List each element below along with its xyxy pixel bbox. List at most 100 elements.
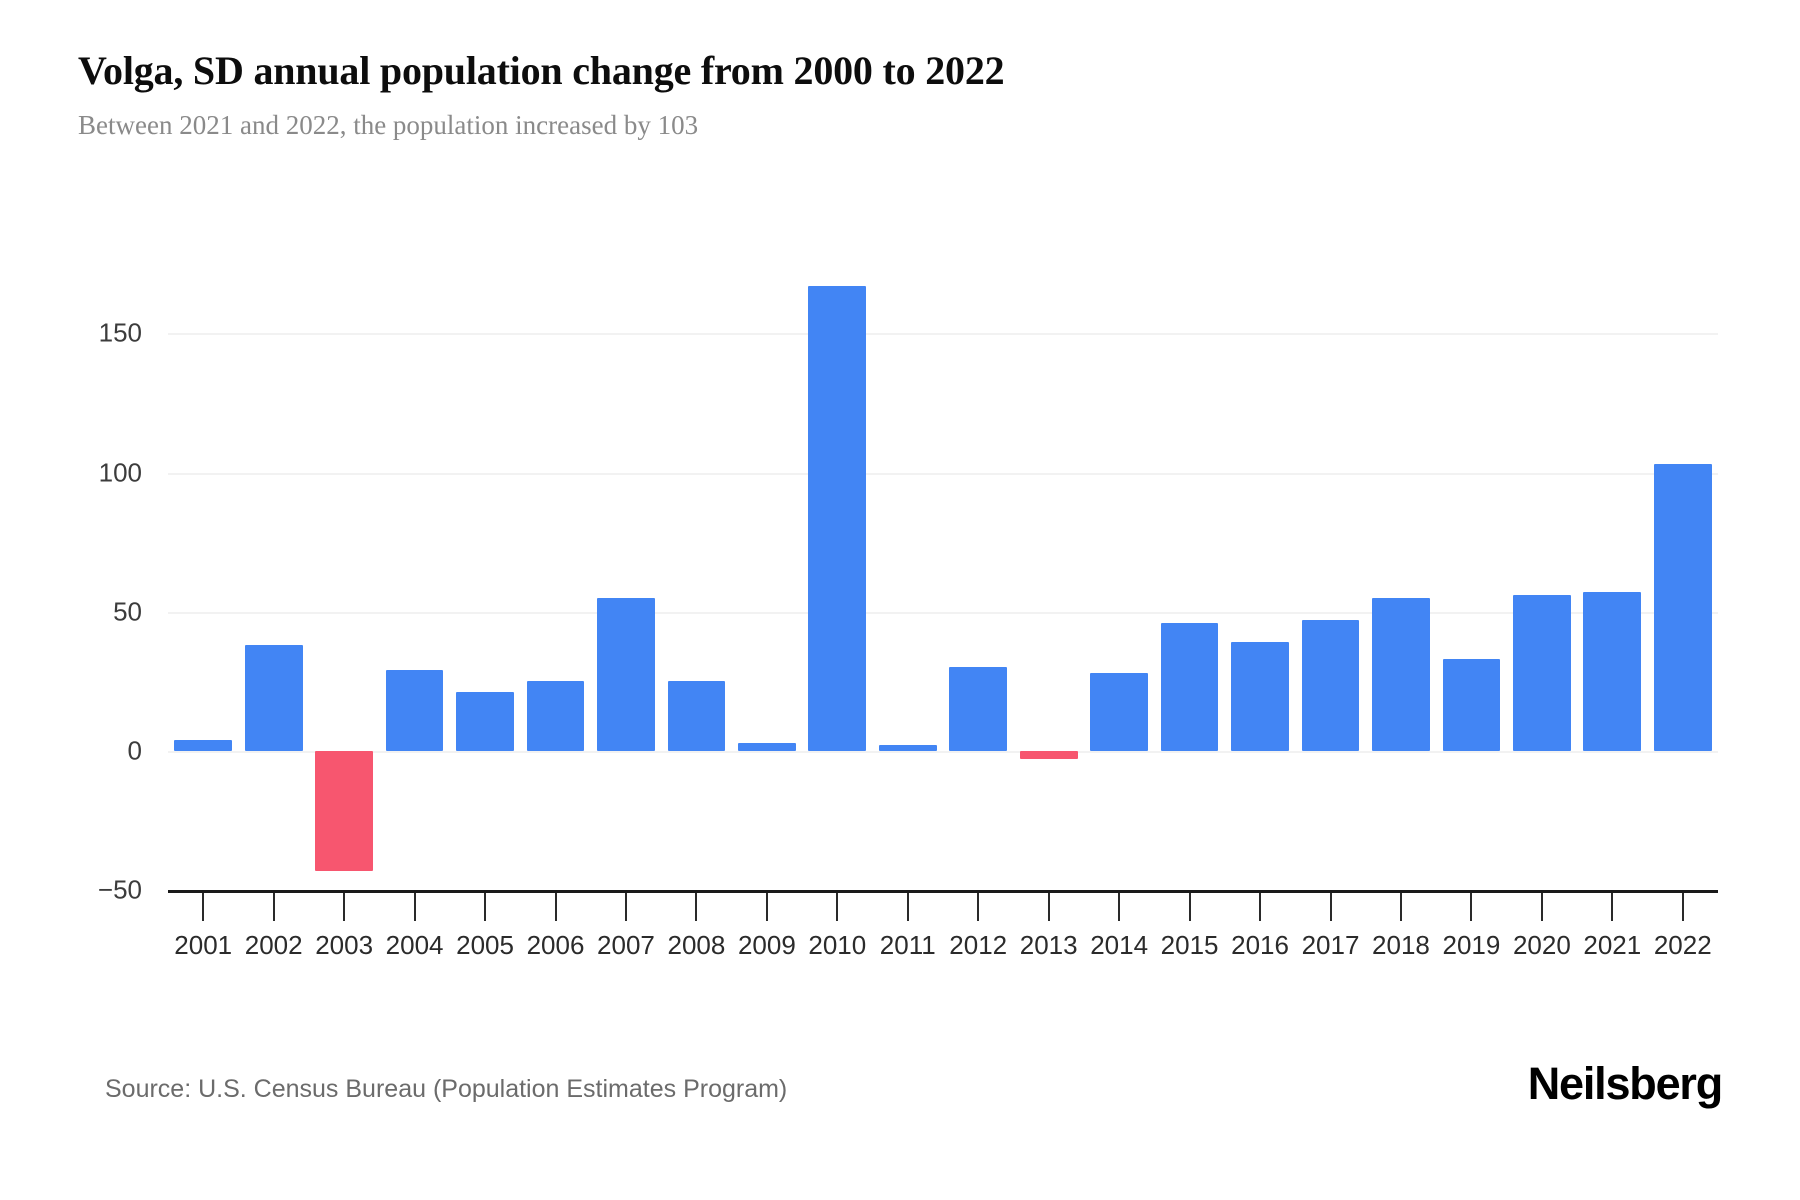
- x-axis-tick-label-2005: 2005: [456, 930, 514, 960]
- bar-slot: [450, 250, 520, 890]
- x-axis-tick: [1259, 893, 1262, 921]
- bar-slot: [168, 250, 238, 890]
- x-axis-tick-label-2015: 2015: [1160, 930, 1219, 960]
- x-axis-tick-label-2022: 2022: [1653, 930, 1712, 960]
- bar-2013[interactable]: [1019, 750, 1078, 760]
- x-axis-tick: [554, 893, 557, 921]
- x-axis-line: [168, 890, 1718, 893]
- bar-2022[interactable]: [1653, 464, 1712, 751]
- bar-2007[interactable]: [597, 597, 655, 751]
- gridline: [168, 611, 1718, 614]
- bar-2009[interactable]: [737, 742, 796, 751]
- bar-2005[interactable]: [456, 692, 514, 751]
- x-axis-tick-label-2018: 2018: [1372, 930, 1430, 960]
- bar-slot: [520, 250, 590, 890]
- bar-2004[interactable]: [385, 670, 444, 751]
- bar-slot: [1225, 250, 1295, 890]
- bar-slot: [802, 250, 872, 890]
- bar-slot: [732, 250, 802, 890]
- bar-2001[interactable]: [174, 739, 233, 751]
- x-axis-tick-label-2016: 2016: [1231, 930, 1289, 960]
- bar-slot: [943, 250, 1013, 890]
- x-axis-tick: [1188, 893, 1191, 921]
- x-axis-tick-label-2008: 2008: [667, 930, 726, 960]
- bar-series: [168, 250, 1718, 890]
- x-axis-tick-label-2006: 2006: [526, 930, 585, 960]
- bar-2008[interactable]: [667, 681, 726, 751]
- x-axis-tick-label-2010: 2010: [808, 930, 867, 960]
- bar-2003[interactable]: [315, 750, 373, 871]
- brand-logo: Neilsberg: [1527, 1058, 1723, 1109]
- source-note: Source: U.S. Census Bureau (Population E…: [105, 1075, 788, 1103]
- page-title: Volga, SD annual population change from …: [78, 48, 1005, 93]
- chart-subtitle: Between 2021 and 2022, the population in…: [78, 110, 699, 140]
- bar-2006[interactable]: [526, 681, 585, 751]
- x-axis-tick-label-2004: 2004: [385, 930, 444, 960]
- x-axis-tick: [343, 893, 346, 921]
- bar-slot: [309, 250, 379, 890]
- bar-slot: [1295, 250, 1365, 890]
- bar-2014[interactable]: [1090, 672, 1148, 751]
- x-axis-tick-label-2007: 2007: [597, 930, 655, 960]
- x-axis-tick-label-2013: 2013: [1019, 930, 1078, 960]
- x-axis-tick: [1399, 893, 1402, 921]
- y-axis-tick-label: 100: [98, 457, 142, 488]
- x-axis-tick: [413, 893, 416, 921]
- bar-slot: [238, 250, 308, 890]
- x-axis-tick: [1047, 893, 1050, 921]
- bar-slot: [1366, 250, 1436, 890]
- x-axis-tick: [624, 893, 627, 921]
- bar-2018[interactable]: [1372, 597, 1430, 751]
- y-axis-tick-label: 50: [113, 596, 142, 627]
- x-axis-tick: [1470, 893, 1473, 921]
- plot-grid: [168, 250, 1718, 890]
- x-axis-tick-label-2012: 2012: [949, 930, 1008, 960]
- x-axis-tick-label-2017: 2017: [1301, 930, 1360, 960]
- bar-2010[interactable]: [808, 286, 867, 751]
- x-axis-tick-label-2001: 2001: [174, 930, 233, 960]
- x-axis-tick: [484, 893, 487, 921]
- bar-slot: [379, 250, 449, 890]
- chart-header: Volga, SD annual population change from …: [78, 48, 1678, 141]
- bar-slot: [873, 250, 943, 890]
- gridline: [168, 333, 1718, 336]
- bar-2017[interactable]: [1301, 620, 1360, 751]
- y-axis-tick-label: −50: [97, 874, 142, 905]
- bar-2020[interactable]: [1512, 595, 1571, 751]
- x-axis-tick: [836, 893, 839, 921]
- bar-2016[interactable]: [1231, 642, 1289, 751]
- x-axis-tick: [765, 893, 768, 921]
- bar-2011[interactable]: [878, 745, 937, 751]
- x-axis-tick: [906, 893, 909, 921]
- y-axis-tick-label: 150: [98, 317, 142, 348]
- gridline: [168, 750, 1718, 753]
- x-axis-tick: [272, 893, 275, 921]
- x-axis-tick: [202, 893, 205, 921]
- bar-slot: [1084, 250, 1154, 890]
- bar-2002[interactable]: [244, 645, 303, 751]
- bar-2012[interactable]: [949, 667, 1008, 751]
- x-axis-tick: [1118, 893, 1121, 921]
- y-axis-tick-label: 0: [127, 735, 142, 766]
- x-axis-tick-label-2003: 2003: [315, 930, 374, 960]
- gridline: [168, 472, 1718, 475]
- bar-slot: [1507, 250, 1577, 890]
- bar-2015[interactable]: [1160, 622, 1219, 751]
- bar-2021[interactable]: [1583, 592, 1642, 751]
- x-axis-tick: [695, 893, 698, 921]
- bar-2019[interactable]: [1442, 659, 1501, 751]
- x-axis-tick-label-2020: 2020: [1512, 930, 1571, 960]
- x-axis-tick: [1611, 893, 1614, 921]
- x-axis-tick: [977, 893, 980, 921]
- x-axis-tick-label-2011: 2011: [879, 930, 936, 960]
- bar-slot: [1436, 250, 1506, 890]
- bar-slot: [1154, 250, 1224, 890]
- x-axis-tick-label-2021: 2021: [1583, 930, 1642, 960]
- bar-slot: [661, 250, 731, 890]
- bar-slot: [591, 250, 661, 890]
- bar-slot: [1577, 250, 1647, 890]
- x-axis-tick-label-2002: 2002: [244, 930, 303, 960]
- x-axis-tick: [1540, 893, 1543, 921]
